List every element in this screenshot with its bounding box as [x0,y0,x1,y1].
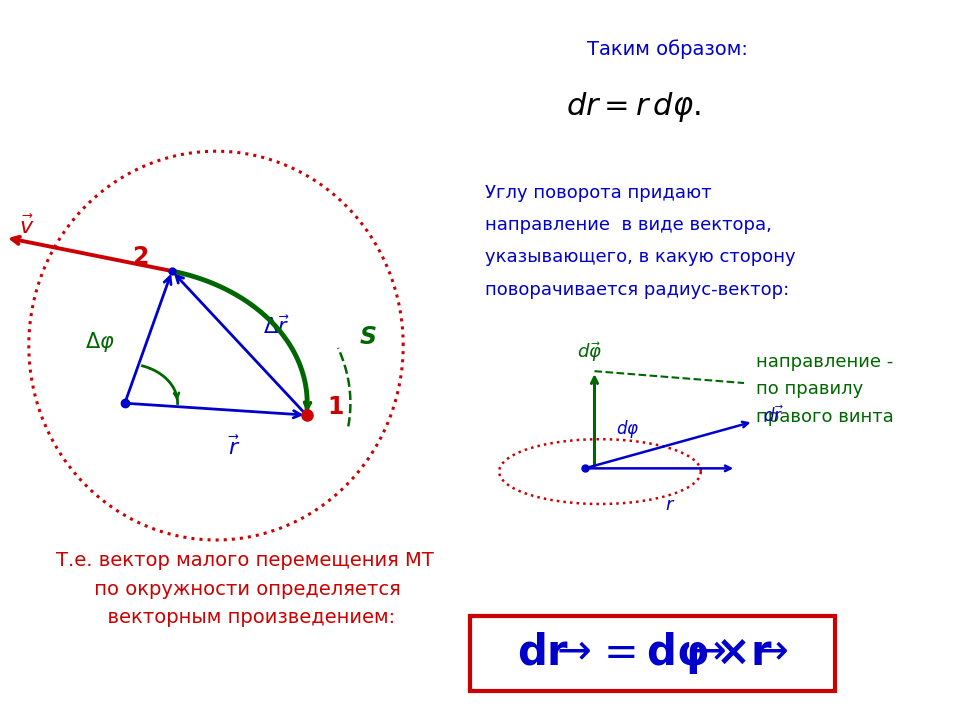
Text: 1: 1 [327,395,344,419]
Text: Т.е. вектор малого перемещения МТ: Т.е. вектор малого перемещения МТ [56,551,434,570]
Text: 2: 2 [132,245,148,269]
Text: $\mathit{\mathbf{dr}}$$\,\overrightarrow{}\,$ $= \mathit{\mathbf{d\varphi}}$$\ov: $\mathit{\mathbf{dr}}$$\,\overrightarrow… [517,630,788,676]
Text: Углу поворота придают: Углу поворота придают [485,184,711,202]
Text: правого винта: правого винта [756,408,894,426]
Text: по правилу: по правилу [756,380,864,398]
Text: $d\vec{\varphi}$: $d\vec{\varphi}$ [577,340,602,364]
Text: S: S [359,325,376,349]
Text: направление  в виде вектора,: направление в виде вектора, [485,216,772,234]
Text: $\Delta\vec{r}$: $\Delta\vec{r}$ [263,315,290,338]
Text: $dr = r\,d\varphi.$: $dr = r\,d\varphi.$ [566,90,701,124]
Text: $\vec{v}$: $\vec{v}$ [19,215,35,238]
Text: $d\vec{r}$: $d\vec{r}$ [763,405,783,426]
Text: по окружности определяется: по окружности определяется [88,580,401,598]
Text: $\vec{r}$: $\vec{r}$ [228,436,240,459]
Text: указывающего, в какую сторону: указывающего, в какую сторону [485,248,796,266]
Text: Таким образом:: Таким образом: [587,40,748,59]
Text: $r$: $r$ [665,495,675,514]
Text: векторным произведением:: векторным произведением: [95,608,395,627]
Text: поворачивается радиус-вектор:: поворачивается радиус-вектор: [485,281,789,299]
Text: $\Delta\varphi$: $\Delta\varphi$ [85,330,115,354]
Text: $d\varphi$: $d\varphi$ [615,418,639,440]
Text: направление -: направление - [756,353,894,371]
FancyBboxPatch shape [470,616,835,691]
